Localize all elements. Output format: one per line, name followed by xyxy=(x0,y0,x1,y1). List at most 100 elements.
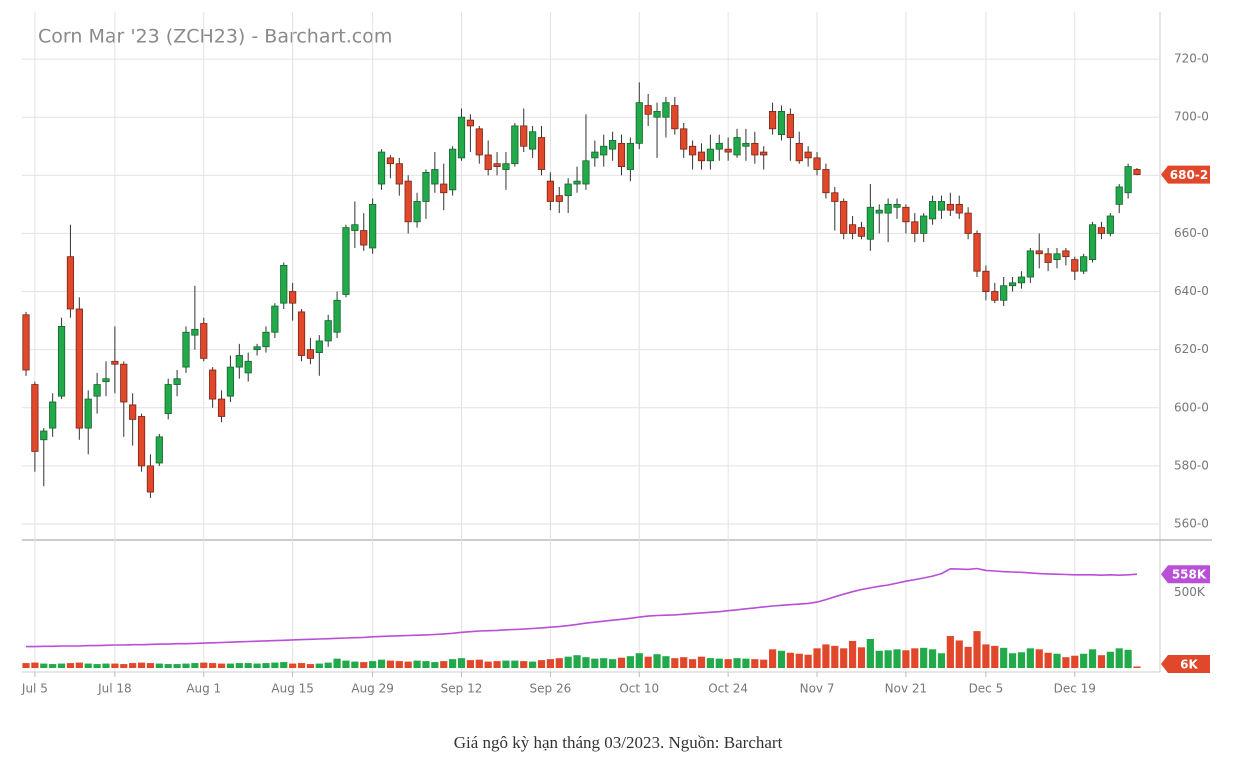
x-tick-label: Jul 18 xyxy=(97,682,132,696)
volume-bar xyxy=(360,662,368,668)
candle-body xyxy=(253,346,261,351)
volume-bar xyxy=(413,660,421,668)
volume-bar xyxy=(1080,653,1088,668)
candle-body xyxy=(697,151,706,162)
candle-body xyxy=(546,180,554,202)
volume-bar xyxy=(315,663,323,668)
volume-bar xyxy=(377,659,386,668)
candle-body xyxy=(93,384,101,397)
volume-bar xyxy=(49,664,57,668)
volume-bar xyxy=(1026,648,1034,668)
volume-bar xyxy=(715,658,723,668)
volume-bar xyxy=(93,664,101,668)
volume-bar xyxy=(786,652,794,668)
candle-body xyxy=(1080,256,1088,272)
volume-bar xyxy=(31,662,39,668)
candle-body xyxy=(768,110,777,130)
candle-body xyxy=(1017,276,1026,284)
candle-body xyxy=(964,212,972,234)
candle-body xyxy=(440,183,448,194)
volume-bar xyxy=(724,659,732,668)
volume-bar xyxy=(1124,649,1132,668)
candle-body xyxy=(404,180,412,223)
volume-bar xyxy=(289,663,297,668)
volume-bar xyxy=(1000,647,1008,668)
volume-bar xyxy=(262,663,270,668)
candle-body xyxy=(1124,166,1132,194)
volume-bar xyxy=(920,647,928,668)
volume-bar xyxy=(226,663,235,668)
y-tick-label: 500K xyxy=(1174,585,1206,599)
volume-bar xyxy=(155,663,163,668)
candle-body xyxy=(582,160,590,185)
volume-bar xyxy=(813,648,821,668)
candle-body xyxy=(689,145,697,156)
volume-bar xyxy=(946,636,954,668)
candle-body xyxy=(680,128,688,150)
candle-body xyxy=(600,145,608,156)
y-tick-label: 720-0 xyxy=(1174,52,1209,66)
candle-body xyxy=(511,125,519,165)
candle-body xyxy=(875,209,883,214)
volume-bar xyxy=(768,649,777,668)
volume-bar xyxy=(386,660,395,668)
volume-bar xyxy=(84,663,92,668)
candle-body xyxy=(75,308,83,429)
volume-bar xyxy=(235,663,243,668)
candle-body xyxy=(662,102,670,118)
volume-bar xyxy=(271,662,279,668)
candle-body xyxy=(609,140,617,150)
x-tick-label: Aug 15 xyxy=(271,682,314,696)
volume-bar xyxy=(937,653,946,668)
candle-body xyxy=(724,148,732,153)
candle-body xyxy=(1115,186,1123,205)
volume-bar xyxy=(475,659,483,668)
candle-body xyxy=(466,119,475,127)
candle-body xyxy=(902,206,910,223)
chart-title: Corn Mar '23 (ZCH23) - Barchart.com xyxy=(38,26,392,48)
x-tick-label: Sep 26 xyxy=(530,682,572,696)
candle-body xyxy=(200,323,208,359)
candle-body xyxy=(555,195,563,202)
volume-bar xyxy=(635,653,643,668)
candle-body xyxy=(1053,253,1061,260)
candle-body xyxy=(40,430,48,441)
volume-bar xyxy=(973,631,981,668)
candle-body xyxy=(449,148,457,191)
volume-bar xyxy=(173,664,181,668)
candle-body xyxy=(955,203,963,214)
candle-body xyxy=(520,125,528,147)
volume-bar xyxy=(1071,655,1079,668)
volume-bar xyxy=(831,645,839,668)
volume-bar xyxy=(529,661,537,668)
volume-bar xyxy=(520,661,528,668)
volume-bar xyxy=(182,663,190,668)
candle-body xyxy=(795,142,803,162)
candle-body xyxy=(1097,227,1106,234)
x-tick-label: Aug 1 xyxy=(186,682,221,696)
volume-bar xyxy=(404,661,412,668)
x-tick-label: Jul 5 xyxy=(21,682,48,696)
candle-body xyxy=(111,360,119,365)
volume-bar xyxy=(395,661,403,668)
volume-bar xyxy=(75,662,83,668)
candle-body xyxy=(262,331,270,348)
y-tick-label: 600-0 xyxy=(1174,400,1209,414)
volume-bar xyxy=(440,661,448,668)
candle-body xyxy=(244,360,252,374)
volume-bar xyxy=(1115,648,1123,668)
volume-bar xyxy=(591,658,599,668)
y-tick-label: 640-0 xyxy=(1174,284,1209,298)
x-tick-label: Oct 10 xyxy=(619,682,659,696)
candle-body xyxy=(280,264,288,304)
volume-bar xyxy=(1133,666,1141,668)
candle-body xyxy=(1088,224,1097,260)
candle-body xyxy=(742,142,750,147)
candle-body xyxy=(297,311,306,356)
volume-bar xyxy=(546,659,554,668)
volume-bar xyxy=(449,659,457,668)
volume-bar xyxy=(893,649,901,668)
value-tag-label: 6K xyxy=(1180,658,1198,672)
candle-body xyxy=(573,180,581,185)
